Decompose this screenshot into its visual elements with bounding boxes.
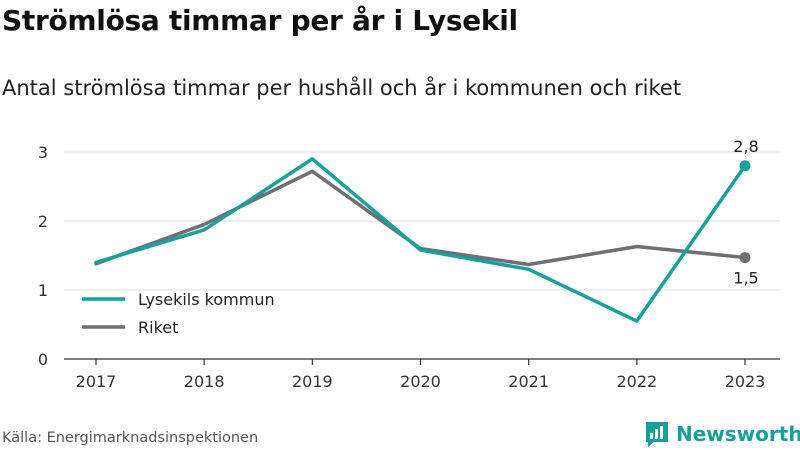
chart-title: Strömlösa timmar per år i Lysekil — [2, 4, 518, 37]
end-point-riket — [739, 252, 751, 264]
x-tick-label: 2023 — [725, 372, 766, 391]
y-tick-label: 3 — [38, 143, 48, 162]
chart-subtitle: Antal strömlösa timmar per hushåll och å… — [2, 76, 682, 100]
series-line-lysekils-kommun — [94, 157, 747, 323]
brand-logo: Newsworthy — [644, 420, 800, 448]
y-tick-label: 1 — [38, 281, 48, 300]
legend-label-riket: Riket — [138, 318, 178, 337]
end-point-lysekils-kommun — [739, 160, 751, 172]
x-tick-label: 2019 — [292, 372, 333, 391]
source-note: Källa: Energimarknadsinspektionen — [2, 430, 259, 446]
bar-chart-logo-icon — [646, 422, 668, 447]
y-tick-label: 2 — [38, 212, 48, 231]
x-tick-label: 2018 — [184, 372, 225, 391]
end-value-label-riket: 1,5 — [733, 269, 758, 288]
y-tick-label: 0 — [38, 350, 48, 369]
x-tick-label: 2021 — [508, 372, 549, 391]
legend-bg — [74, 321, 306, 347]
legend-label-lysekils-kommun: Lysekils kommun — [138, 290, 275, 309]
end-value-label-lysekils-kommun: 2,8 — [733, 137, 758, 156]
brand-name: Newsworthy — [676, 422, 800, 446]
x-tick-label: 2020 — [400, 372, 441, 391]
x-tick-label: 2022 — [616, 372, 657, 391]
x-tick-label: 2017 — [76, 372, 117, 391]
